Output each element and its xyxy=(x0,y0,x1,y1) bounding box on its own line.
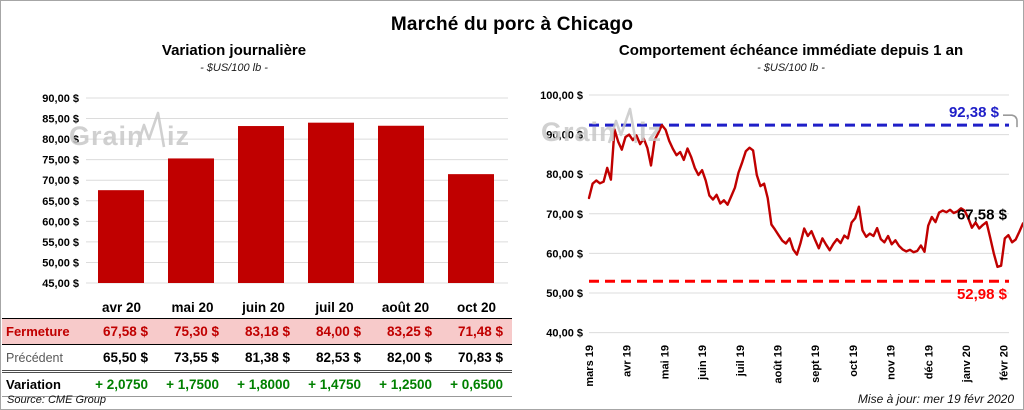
bar xyxy=(448,174,494,283)
y-axis-tick-label: 75,00 $ xyxy=(42,155,79,167)
svg-text:juin 19: juin 19 xyxy=(697,345,709,381)
update-note: Mise à jour: mer 19 févr 2020 xyxy=(857,392,1014,406)
annotation-callout xyxy=(1003,114,1018,128)
x-axis-month-label: sept 19 xyxy=(810,345,822,383)
y-axis-tick-label: 55,00 $ xyxy=(42,237,79,249)
y-axis-tick-label: 80,00 $ xyxy=(42,134,79,146)
row-label: Variation xyxy=(2,371,86,397)
value-cell: 82,00 $ xyxy=(370,344,441,373)
x-axis-month-label: nov 19 xyxy=(886,345,898,380)
month-header-cell: mai 20 xyxy=(171,300,214,315)
y-axis-tick-label: 45,00 $ xyxy=(42,278,79,290)
value-cell: 70,83 $ xyxy=(441,344,512,373)
value-cell: 65,50 $ xyxy=(86,344,157,373)
price-table: avr 20 mai 20 juin 20 juil 20 août 20 oct 20 F… xyxy=(2,297,512,397)
svg-text:août 19: août 19 xyxy=(773,345,785,384)
table-row-variation: Variation + 2,0750 + 1,7500 + 1,8000 + 1,475… xyxy=(2,371,512,397)
annotation-low: 52,98 $ xyxy=(957,286,1008,303)
value-cell: 84,00 $ xyxy=(299,318,370,345)
x-axis-month-label: déc 19 xyxy=(923,345,935,379)
table-corner-cell xyxy=(2,297,86,319)
bar-chart-subtitle: - $US/100 lb - xyxy=(200,62,268,74)
line-chart-subtitle: - $US/100 lb - xyxy=(757,62,825,74)
y-axis-tick-label: 90,00 $ xyxy=(42,93,79,105)
svg-text:mai 19: mai 19 xyxy=(659,345,671,379)
bar xyxy=(98,190,144,283)
y-axis-tick-label: 70,00 $ xyxy=(546,209,583,221)
bar-chart-title: Variation journalière xyxy=(161,42,307,59)
value-cell: 75,30 $ xyxy=(157,318,228,345)
svg-text:oct 19: oct 19 xyxy=(848,345,860,377)
svg-text:juil 19: juil 19 xyxy=(735,345,747,377)
value-cell: 83,25 $ xyxy=(370,318,441,345)
value-cell: 73,55 $ xyxy=(157,344,228,373)
svg-text:mars 19: mars 19 xyxy=(584,345,596,387)
y-axis-tick-label: 65,00 $ xyxy=(42,196,79,208)
row-label: Fermeture xyxy=(2,318,86,345)
x-axis-month-label: juin 19 xyxy=(697,345,709,381)
svg-text:févr 20: févr 20 xyxy=(999,345,1011,380)
bar xyxy=(308,122,354,283)
value-cell: 82,53 $ xyxy=(299,344,370,373)
x-axis-month-label: févr 20 xyxy=(999,345,1011,380)
y-axis-tick-label: 50,00 $ xyxy=(546,288,583,300)
x-axis-month-label: janv 20 xyxy=(961,345,973,383)
svg-text:janv 20: janv 20 xyxy=(961,345,973,383)
y-axis-tick-label: 90,00 $ xyxy=(546,130,583,142)
line-chart: 40,00 $ 50,00 $ 60,00 $ 70,00 $ 80,00 $ 90,00… xyxy=(540,90,1023,387)
annotation-high: 92,38 $ xyxy=(949,104,1000,121)
table-row-fermeture: Fermeture 67,58 $75,30 $83,18 $84,00 $83,… xyxy=(2,318,512,345)
value-cell: + 1,7500 xyxy=(157,371,228,397)
value-cell: + 0,6500 xyxy=(441,371,512,397)
x-axis-month-label: juil 19 xyxy=(735,345,747,377)
bar xyxy=(168,158,214,283)
source-note: Source: CME Group xyxy=(7,394,107,406)
line-chart-title: Comportement échéance immédiate depuis 1… xyxy=(618,42,964,59)
value-cell: 67,58 $ xyxy=(86,318,157,345)
value-cell: + 1,2500 xyxy=(370,371,441,397)
y-axis-tick-label: 100,00 $ xyxy=(540,90,583,102)
page-title: Marché du porc à Chicago xyxy=(390,14,634,35)
value-cell: + 2,0750 xyxy=(86,371,157,397)
bar xyxy=(378,125,424,283)
value-cell: + 1,8000 xyxy=(228,371,299,397)
row-label: Précédent xyxy=(2,344,86,373)
x-axis-month-label: août 19 xyxy=(773,345,785,384)
bar-chart: 45,00 $ 50,00 $ 55,00 $ 60,00 $ 65,00 $ 70,00… xyxy=(42,93,508,290)
y-axis-tick-label: 50,00 $ xyxy=(42,257,79,269)
month-header-cell: août 20 xyxy=(381,300,430,315)
price-line xyxy=(587,123,1023,269)
bar xyxy=(238,126,284,283)
svg-text:nov 19: nov 19 xyxy=(886,345,898,380)
table-header-row: avr 20 mai 20 juin 20 juil 20 août 20 oct 20 xyxy=(2,297,512,319)
month-header-cell: juin 20 xyxy=(242,300,285,315)
x-axis-month-label: avr 19 xyxy=(622,345,634,377)
month-header-cell: oct 20 xyxy=(456,300,497,315)
y-axis-tick-label: 60,00 $ xyxy=(42,216,79,228)
month-header-cell: juil 20 xyxy=(315,300,354,315)
value-cell: + 1,4750 xyxy=(299,371,370,397)
svg-text:avr 19: avr 19 xyxy=(622,345,634,377)
value-cell: 71,48 $ xyxy=(441,318,512,345)
value-cell: 81,38 $ xyxy=(228,344,299,373)
annotation-last: 67,58 $ xyxy=(957,206,1008,223)
value-cell: 83,18 $ xyxy=(228,318,299,345)
y-axis-tick-label: 40,00 $ xyxy=(546,328,583,340)
x-axis-month-label: mai 19 xyxy=(659,345,671,379)
x-axis-month-label: oct 19 xyxy=(848,345,860,377)
y-axis-tick-label: 60,00 $ xyxy=(546,248,583,260)
x-axis-month-label: mars 19 xyxy=(584,345,596,387)
y-axis-tick-label: 70,00 $ xyxy=(42,175,79,187)
y-axis-tick-label: 80,00 $ xyxy=(546,169,583,181)
y-axis-tick-label: 85,00 $ xyxy=(42,114,79,126)
table-row-precedent: Précédent 65,50 $73,55 $81,38 $82,53 $82,… xyxy=(2,344,512,373)
svg-text:déc 19: déc 19 xyxy=(923,345,935,379)
svg-text:sept 19: sept 19 xyxy=(810,345,822,383)
month-header-cell: avr 20 xyxy=(101,300,142,315)
